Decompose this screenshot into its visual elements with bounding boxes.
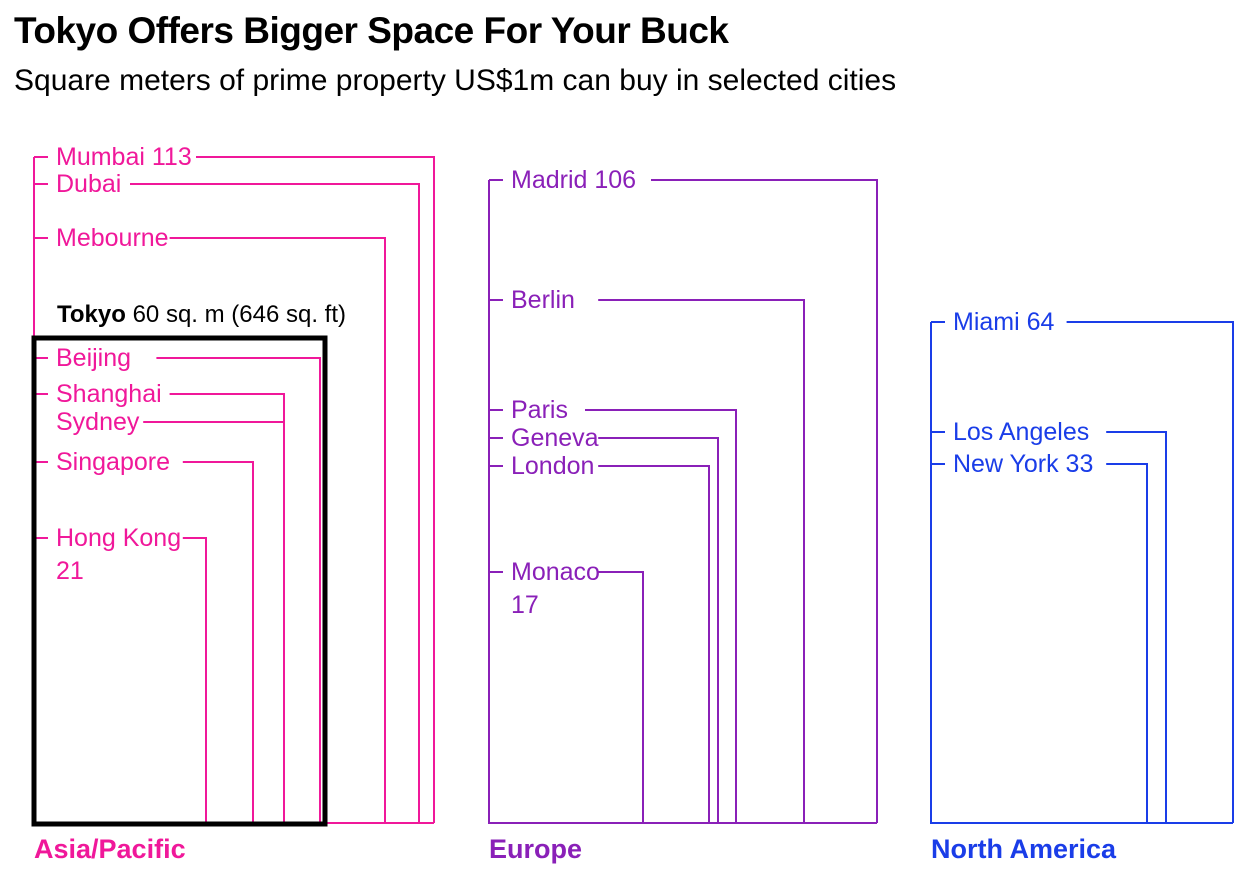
rect-monaco-17 <box>489 571 644 823</box>
city-label-geneva: Geneva <box>511 424 599 452</box>
rect-los-angeles <box>931 431 1167 823</box>
rect-singapore <box>34 461 254 823</box>
city-label-berlin: Berlin <box>511 286 575 314</box>
city-label-new-york-33: New York 33 <box>953 450 1093 478</box>
city-label-monaco-17: Monaco <box>511 558 600 586</box>
rect-madrid-106 <box>489 179 878 823</box>
city-label-london: London <box>511 452 594 480</box>
highlight-rect <box>31 335 328 827</box>
city-label-dubai: Dubai <box>56 170 121 198</box>
city-value-hong-kong-21: 21 <box>56 557 84 585</box>
chart-subtitle: Square meters of prime property US$1m ca… <box>14 64 897 97</box>
city-label-madrid-106: Madrid 106 <box>511 166 636 194</box>
group-label: Europe <box>489 834 582 864</box>
group-north-america: Miami 64 Los Angeles New York 33 North Amer… <box>930 308 1234 864</box>
city-label-los-angeles: Los Angeles <box>953 418 1089 446</box>
rect-mebourne <box>34 237 386 823</box>
group-label: Asia/Pacific <box>34 834 186 864</box>
rect-miami-64 <box>931 321 1234 823</box>
city-label-beijing: Beijing <box>56 344 131 372</box>
group-axis <box>930 322 1233 824</box>
highlight-tokyo: Tokyo 60 sq. m (646 sq. ft) <box>31 301 346 827</box>
chart-title: Tokyo Offers Bigger Space For Your Buck <box>14 10 729 51</box>
rect-london <box>489 465 710 823</box>
rect-paris <box>489 409 737 823</box>
city-label-sydney: Sydney <box>56 408 140 436</box>
city-value-monaco-17: 17 <box>511 591 539 619</box>
city-label-miami-64: Miami 64 <box>953 308 1055 336</box>
city-label-mebourne: Mebourne <box>56 224 169 252</box>
city-label-singapore: Singapore <box>56 448 170 476</box>
group-label: North America <box>931 834 1117 864</box>
highlight-city: Tokyo <box>57 301 126 328</box>
city-label-paris: Paris <box>511 396 568 424</box>
group-axis <box>33 157 434 824</box>
rect-dubai <box>34 183 420 823</box>
rect-new-york-33 <box>931 463 1148 823</box>
rect-sydney <box>143 421 285 823</box>
city-label-shanghai: Shanghai <box>56 380 162 408</box>
city-label-hong-kong-21: Hong Kong <box>56 524 181 552</box>
highlight-label: Tokyo 60 sq. m (646 sq. ft) <box>57 301 346 328</box>
group-axis <box>488 180 877 824</box>
rect-berlin <box>489 299 805 823</box>
rect-mumbai-113 <box>34 156 435 823</box>
rect-geneva <box>489 437 719 823</box>
city-label-mumbai-113: Mumbai 113 <box>56 143 192 171</box>
highlight-detail: 60 sq. m (646 sq. ft) <box>126 301 346 328</box>
